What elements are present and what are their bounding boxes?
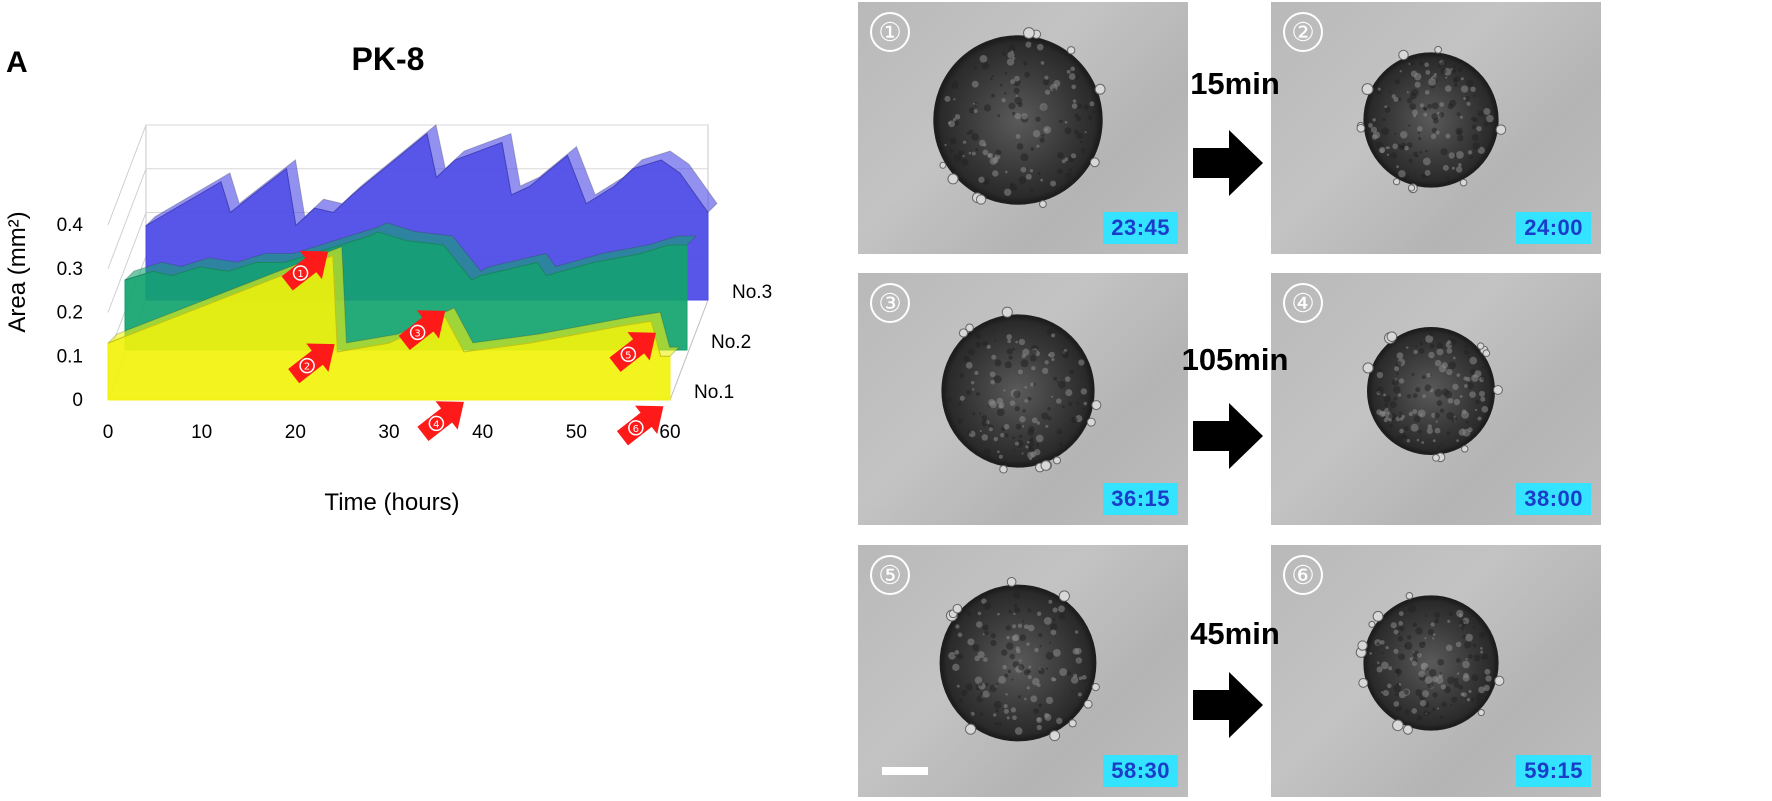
- red-arrow-marker: 1: [281, 250, 329, 291]
- time-stamp: 23:45: [1103, 212, 1178, 244]
- y-tick-label: 0: [72, 390, 83, 411]
- arrow-shape: [281, 250, 329, 291]
- arrow-label: 5: [625, 350, 631, 361]
- arrow-label: 3: [414, 328, 420, 339]
- arrow-circle: [299, 357, 315, 374]
- y-tick-label: 0.3: [57, 259, 83, 280]
- depth-label: No.3: [732, 282, 772, 303]
- scale-bar: [882, 767, 928, 775]
- time-stamp: 24:00: [1516, 212, 1591, 244]
- image-number: ⑤: [870, 555, 910, 595]
- time-stamp: 36:15: [1103, 483, 1178, 515]
- x-tick-label: 60: [659, 422, 680, 443]
- red-arrow-marker: 5: [609, 332, 656, 372]
- red-arrow-marker: 3: [398, 310, 446, 350]
- x-tick-label: 10: [191, 422, 212, 443]
- x-tick-label: 0: [103, 422, 114, 443]
- red-arrow-marker: 4: [417, 401, 464, 441]
- side-gridline: [107, 124, 147, 226]
- image-cell-6: ⑥ 59:15: [1271, 545, 1601, 797]
- depth-label: No.2: [711, 332, 751, 353]
- right-arrow-icon: [1193, 403, 1263, 469]
- image-number: ⑥: [1283, 555, 1323, 595]
- arrow-label: 6: [633, 424, 639, 435]
- x-tick-label: 40: [472, 422, 493, 443]
- spheroid-image-6: [1355, 592, 1505, 735]
- arrow-shape: [616, 405, 664, 446]
- spheroid-image-5: [939, 577, 1100, 742]
- x-tick-label: 50: [566, 422, 587, 443]
- x-tick-label: 20: [285, 422, 306, 443]
- arrow-shape: [609, 332, 656, 372]
- spheroid-image-4: [1362, 327, 1503, 463]
- interval-label-1: 15min: [1190, 66, 1280, 101]
- arrow-shape: [398, 310, 446, 350]
- x-axis-label: Time (hours): [324, 489, 459, 516]
- arrow-circle: [628, 420, 644, 436]
- arrow-shape: [417, 401, 464, 441]
- area-chart-pk8: PK-8 0 10 20 30 40 50 60 0 0.1 0.2 0.3 0.4 No.1 No.2 N…: [4, 41, 772, 516]
- image-cell-5: ⑤ 58:30: [858, 545, 1188, 797]
- spheroid-image-3: [941, 306, 1102, 474]
- side-gridline: [107, 168, 147, 269]
- y-tick-label: 0.4: [57, 215, 84, 236]
- interval-label-2: 105min: [1181, 342, 1289, 377]
- spheroid: [933, 35, 1103, 205]
- arrow-label: 1: [297, 269, 303, 280]
- y-axis-label: Area (mm²): [4, 211, 31, 332]
- red-arrow-marker: 2: [288, 343, 335, 384]
- series-top-ribbon: [145, 123, 718, 227]
- y-tick-label: 0.1: [57, 346, 83, 367]
- image-number: ②: [1283, 12, 1323, 52]
- arrow-circle: [428, 415, 445, 432]
- interval-label-3: 45min: [1190, 616, 1280, 651]
- arrow-circle: [292, 265, 309, 281]
- image-number: ④: [1283, 283, 1323, 323]
- red-arrow-marker: 6: [616, 405, 664, 446]
- arrow-label: 4: [433, 419, 439, 430]
- time-stamp: 38:00: [1516, 483, 1591, 515]
- spheroid-image-1: [933, 27, 1106, 209]
- image-cell-4: ④ 38:00: [1271, 273, 1601, 525]
- time-stamp: 59:15: [1516, 755, 1591, 787]
- image-cell-2: ② 24:00: [1271, 2, 1601, 254]
- series-top-ribbon: [107, 245, 681, 357]
- image-number: ①: [870, 12, 910, 52]
- series-top-ribbon: [124, 222, 698, 281]
- image-cell-3: ③ 36:15: [858, 273, 1188, 525]
- depth-axis-line: [669, 299, 709, 401]
- x-tick-label: 30: [378, 422, 399, 443]
- arrow-circle: [620, 346, 637, 363]
- y-tick-label: 0.2: [57, 303, 83, 324]
- time-stamp: 58:30: [1103, 755, 1178, 787]
- side-gridline: [107, 212, 147, 313]
- right-arrow-icon: [1193, 672, 1263, 738]
- chart-title: PK-8: [352, 41, 425, 77]
- image-number: ③: [870, 283, 910, 323]
- arrow-shape: [288, 343, 335, 384]
- arrow-circle: [409, 324, 426, 341]
- panel-a-letter: A: [6, 46, 28, 79]
- depth-label: No.1: [694, 382, 734, 403]
- right-arrow-icon: [1193, 130, 1263, 196]
- spheroid-image-2: [1356, 45, 1507, 194]
- image-cell-1: ① 23:45: [858, 2, 1188, 254]
- arrow-label: 2: [304, 362, 310, 373]
